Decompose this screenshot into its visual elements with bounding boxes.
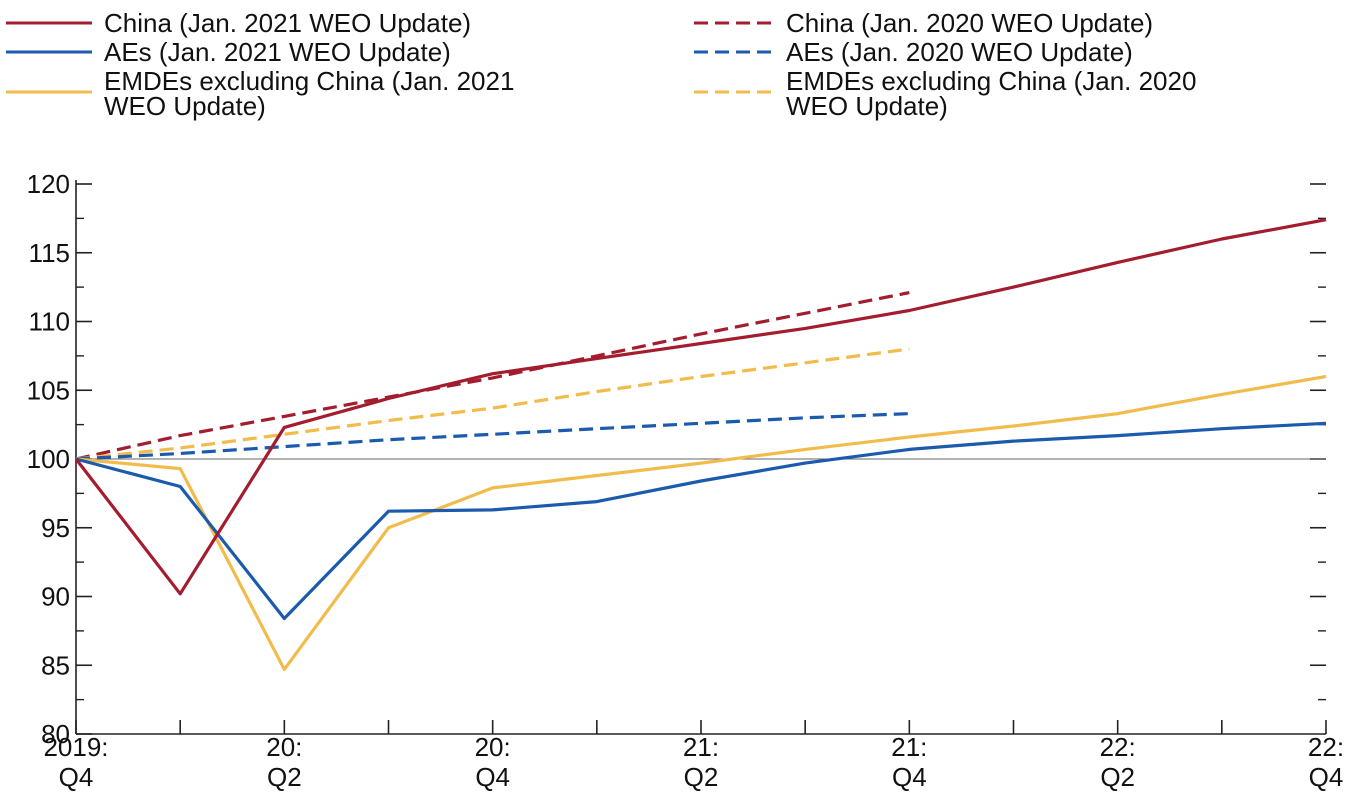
legend-label-aes-2020: AEs (Jan. 2020 WEO Update) <box>786 37 1133 67</box>
x-tick-label-line1: 20: <box>266 732 302 762</box>
y-tick-label: 95 <box>41 513 70 543</box>
series-layer <box>74 218 1327 672</box>
legend-item-china-2020: China (Jan. 2020 WEO Update) <box>694 8 1153 38</box>
legend-item-emdes-2020: EMDEs excluding China (Jan. 2020 WEO Upda… <box>694 66 1196 121</box>
x-tick-label-line1: 20: <box>475 732 511 762</box>
axes: 808590951001051101151202019:Q420:Q220:Q4… <box>27 169 1344 792</box>
x-tick-label-line1: 22: <box>1100 732 1136 762</box>
y-tick-label: 100 <box>27 444 70 474</box>
series-line-emdes-2021 <box>75 374 1327 672</box>
legend-label-emdes-2020: EMDEs excluding China (Jan. 2020 WEO Upda… <box>786 66 1196 121</box>
x-tick-label-line1: 21: <box>683 732 719 762</box>
series-line-china-2020 <box>75 291 910 461</box>
x-tick-label-line2: Q4 <box>59 762 94 792</box>
y-tick-label: 85 <box>41 650 70 680</box>
y-tick-label: 90 <box>41 582 70 612</box>
y-tick-label: 115 <box>29 238 70 268</box>
legend-label-emdes-2021: EMDEs excluding China (Jan. 2021 WEO Upda… <box>104 66 514 121</box>
legend-label-china-2020: China (Jan. 2020 WEO Update) <box>786 8 1153 38</box>
legend-item-emdes-2021: EMDEs excluding China (Jan. 2021 WEO Upda… <box>6 66 514 121</box>
legend-item-aes-2020: AEs (Jan. 2020 WEO Update) <box>694 37 1133 67</box>
x-tick-label-line2: Q4 <box>892 762 927 792</box>
series-line-aes-2020 <box>75 412 910 461</box>
y-tick-label: 110 <box>29 307 70 337</box>
x-tick-label-line2: Q2 <box>684 762 719 792</box>
x-tick-label-line1: 22: <box>1308 732 1344 762</box>
series-line-china-2021 <box>74 218 1327 596</box>
series-line-aes-2021 <box>75 421 1327 621</box>
x-tick-label-line2: Q4 <box>1309 762 1344 792</box>
legend-item-china-2021: China (Jan. 2021 WEO Update) <box>6 8 471 38</box>
x-tick-label-line2: Q2 <box>267 762 302 792</box>
legend-label-aes-2021: AEs (Jan. 2021 WEO Update) <box>104 37 451 67</box>
y-tick-label: 80 <box>41 719 70 749</box>
legend-item-aes-2021: AEs (Jan. 2021 WEO Update) <box>6 37 451 67</box>
series-line-emdes-2020 <box>75 347 910 461</box>
legend-label-china-2021: China (Jan. 2021 WEO Update) <box>104 8 471 38</box>
legend: China (Jan. 2021 WEO Update) China (Jan.… <box>6 8 1196 121</box>
x-tick-label-line1: 21: <box>891 732 927 762</box>
x-tick-label-line1: 2019: <box>43 732 108 762</box>
y-tick-label: 120 <box>27 169 70 199</box>
x-tick-label-line2: Q4 <box>475 762 510 792</box>
y-tick-label: 105 <box>27 375 70 405</box>
x-tick-label-line2: Q2 <box>1100 762 1135 792</box>
